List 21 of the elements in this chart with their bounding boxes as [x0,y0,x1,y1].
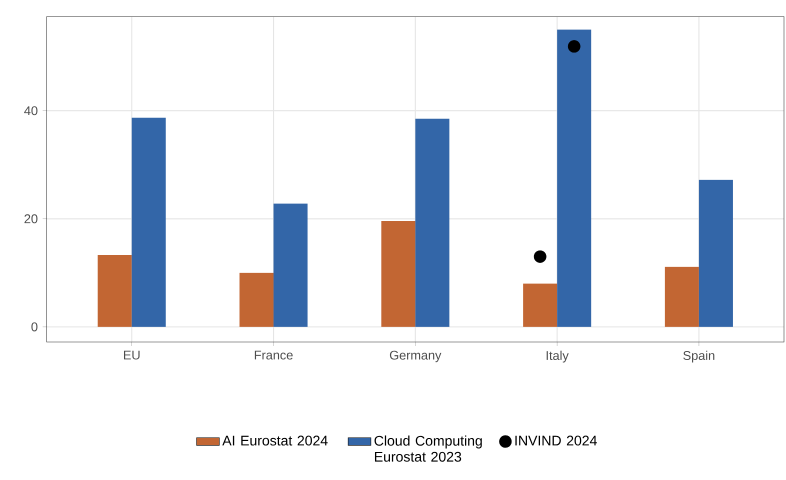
x-tick-label: Spain [683,350,714,363]
bar [132,118,166,327]
legend-label: INVIND 2024 [515,436,597,446]
bar [557,30,592,327]
x-tick-label: EU [124,350,140,360]
bar [415,118,450,327]
bar [698,180,733,327]
y-tick-label: 0 [31,322,38,332]
y-tick-label: 20 [24,214,38,224]
bar [664,266,699,327]
legend-label: Cloud Computing Eurostat 2023 [374,435,482,462]
legend-label: AI Eurostat 2024 [222,436,328,446]
bar [523,284,558,327]
y-tick-label: 40 [24,106,38,116]
bar [381,220,416,327]
x-tick-label: Italy [546,350,569,363]
x-tick-label: France [254,350,293,360]
bar [240,272,274,327]
bar [98,254,132,327]
bar [274,204,308,327]
x-tick-label: Germany [390,350,442,362]
